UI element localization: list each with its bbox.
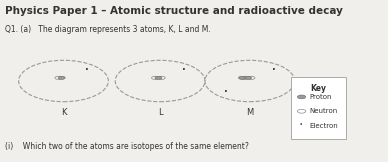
Circle shape — [239, 76, 245, 79]
Text: Neutron: Neutron — [310, 108, 338, 114]
Text: Physics Paper 1 – Atomic structure and radioactive decay: Physics Paper 1 – Atomic structure and r… — [5, 6, 343, 16]
Circle shape — [245, 76, 251, 79]
Text: Key: Key — [310, 84, 326, 93]
Circle shape — [155, 76, 162, 79]
Text: (i)    Which two of the atoms are isotopes of the same element?: (i) Which two of the atoms are isotopes … — [5, 142, 249, 151]
Text: ·: · — [224, 87, 228, 97]
Text: L: L — [158, 108, 163, 117]
Circle shape — [58, 76, 65, 79]
Text: K: K — [61, 108, 66, 117]
FancyBboxPatch shape — [291, 77, 346, 139]
Text: ·: · — [85, 65, 89, 75]
Text: Proton: Proton — [310, 94, 332, 100]
Text: Q1. (a)   The diagram represents 3 atoms, K, L and M.: Q1. (a) The diagram represents 3 atoms, … — [5, 25, 211, 34]
Text: Electron: Electron — [310, 123, 338, 129]
Text: ·: · — [298, 118, 303, 132]
Text: ·: · — [272, 65, 275, 75]
Text: M: M — [246, 108, 253, 117]
Text: ·: · — [182, 65, 186, 75]
Circle shape — [298, 95, 306, 99]
